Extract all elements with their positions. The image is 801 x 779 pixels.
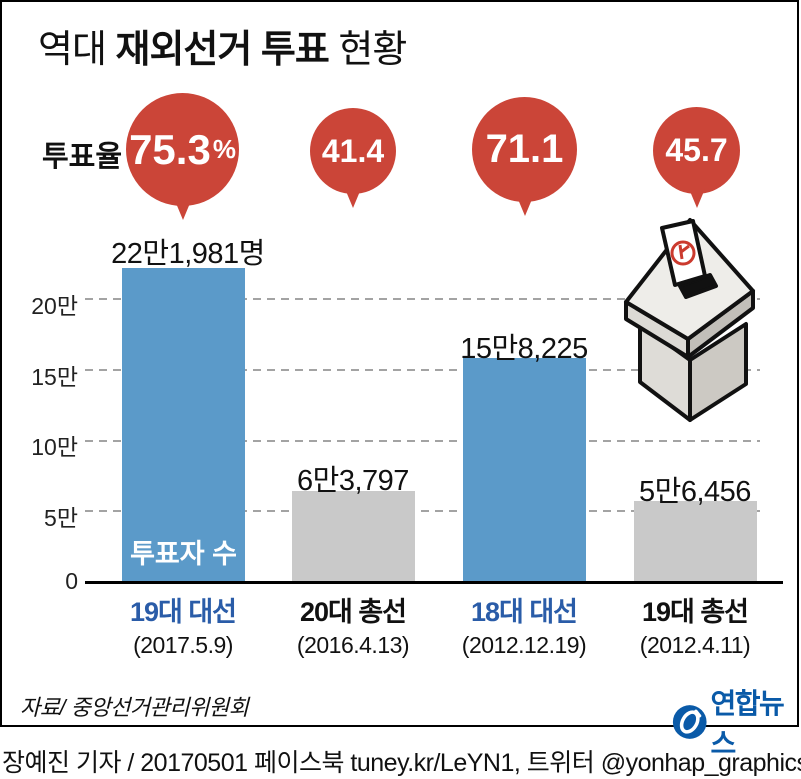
category-date: (2012.12.19) [461, 632, 587, 658]
bar-18th-presidential [463, 358, 586, 581]
byline-credit: 장예진 기자 / 20170501 페이스북 tuney.kr/LeYN1, 트… [2, 749, 801, 777]
title-suffix: 현황 [328, 29, 407, 71]
gridline-100k [85, 440, 760, 442]
xlabel-18th-presidential: 18대 대선 (2012.12.19) [419, 590, 629, 659]
gridline-50k [85, 510, 760, 512]
x-axis-line [85, 581, 783, 584]
bar-19th-general [634, 501, 757, 581]
category-date: (2012.4.11) [639, 632, 751, 658]
category-name: 18대 대선 [470, 597, 578, 627]
turnout-balloon-circle: 75.3% [126, 93, 239, 206]
ytick-150k: 15만 [31, 364, 78, 390]
bar-19th-presidential: 투표자 수 [122, 268, 245, 581]
category-name: 19대 총선 [641, 597, 749, 627]
ytick-zero: 0 [65, 568, 78, 594]
yonhap-logo: 연합뉴스 [672, 682, 801, 762]
bar-value-label: 6만3,797 [297, 465, 409, 497]
ballot-box-icon [624, 218, 755, 422]
yonhap-logo-text: 연합뉴스 [710, 688, 784, 759]
turnout-balloon-circle: 41.4 [310, 108, 396, 194]
ytick-200k: 20만 [31, 293, 78, 319]
source-credit: 자료/ 중앙선거관리위원회 [20, 695, 249, 720]
xlabel-20th-general: 20대 총선 (2016.4.13) [248, 590, 458, 659]
category-date: (2017.5.9) [133, 632, 233, 658]
bar-20th-general [292, 491, 415, 581]
title-bold: 재외선거 투표 [115, 29, 329, 71]
turnout-value: 75.3 [129, 125, 211, 173]
category-name: 19대 대선 [129, 597, 237, 627]
turnout-value: 41.4 [321, 132, 385, 169]
bar-value-label: 15만8,225 [460, 333, 588, 365]
ytick-100k: 10만 [31, 434, 78, 460]
category-date: (2016.4.13) [296, 632, 410, 658]
turnout-balloon-18th-presidential: 71.1 [472, 97, 577, 216]
balloon-tail [514, 192, 535, 216]
title-prefix: 역대 [38, 29, 116, 71]
yonhap-logo-icon [672, 705, 707, 739]
gridline-200k [85, 298, 760, 300]
category-name: 20대 총선 [299, 597, 407, 627]
percent-sign: % [212, 134, 236, 164]
turnout-balloon-circle: 45.7 [653, 107, 740, 194]
graphic-frame [0, 0, 799, 727]
ytick-50k: 5만 [44, 505, 78, 531]
turnout-value: 71.1 [485, 127, 564, 171]
turnout-rate-label: 투표율 [42, 141, 123, 173]
balloon-tail [686, 184, 707, 208]
page-title: 역대 재외선거 투표 현황 [38, 18, 407, 73]
turnout-balloon-19th-presidential: 75.3% [126, 93, 239, 220]
xlabel-19th-general: 19대 총선 (2012.4.11) [590, 590, 800, 659]
ballot-stamp-icon [670, 240, 696, 266]
turnout-balloon-19th-general: 45.7 [653, 107, 740, 208]
turnout-balloon-20th-general: 41.4 [310, 108, 396, 208]
voters-count-label: 투표자 수 [130, 539, 237, 569]
turnout-value: 45.7 [665, 132, 728, 168]
bar-value-label: 22만1,981명 [111, 238, 265, 270]
xlabel-19th-presidential: 19대 대선 (2017.5.9) [78, 590, 288, 659]
turnout-balloon-circle: 71.1 [472, 97, 577, 202]
balloon-tail [343, 184, 363, 208]
bar-value-label: 5만6,456 [639, 476, 751, 508]
gridline-150k [85, 369, 760, 371]
balloon-tail [172, 196, 193, 220]
